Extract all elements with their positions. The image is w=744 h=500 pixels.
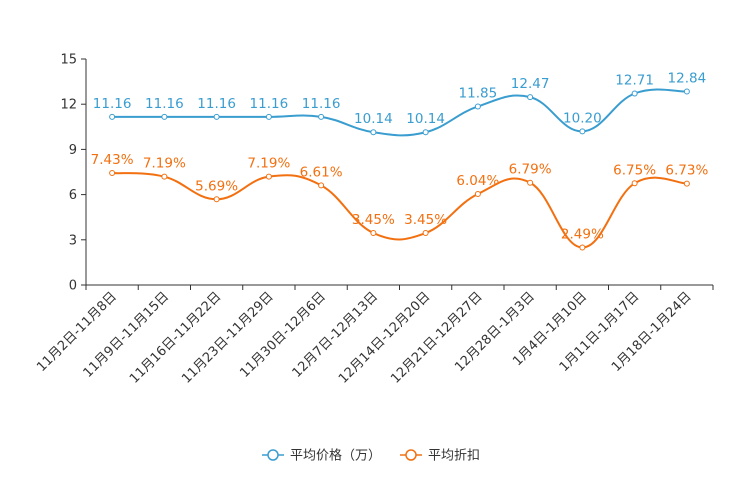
data-point — [318, 182, 325, 189]
data-point — [109, 170, 116, 177]
data-label: 11.16 — [302, 96, 341, 112]
data-label: 11.85 — [459, 85, 498, 101]
data-label: 11.16 — [250, 96, 289, 112]
series-1: 11.16 11.16 11.16 11.16 11.16 10.14 10.14 11.85… — [93, 71, 707, 137]
data-label: 6.73% — [665, 163, 708, 179]
y-tick-label: 9 — [69, 143, 77, 158]
data-label: 11.16 — [145, 96, 184, 112]
x-tick-label: 11月16日-11月22日 — [127, 289, 224, 386]
data-point — [474, 190, 481, 197]
data-label: 12.84 — [668, 71, 707, 87]
data-point — [579, 128, 586, 135]
data-label: 10.14 — [354, 111, 393, 127]
data-label: 11.16 — [93, 96, 132, 112]
data-label: 7.43% — [91, 152, 134, 168]
data-label: 2.49% — [561, 226, 604, 242]
data-point — [631, 90, 638, 97]
series-layer: 11.16 11.16 11.16 11.16 11.16 10.14 10.14 11.85… — [91, 71, 708, 251]
data-point — [474, 103, 481, 110]
y-tick-label: 0 — [69, 279, 77, 294]
data-point — [213, 113, 220, 120]
data-point — [265, 113, 272, 120]
data-label: 7.19% — [143, 156, 186, 172]
data-label: 11.16 — [197, 96, 236, 112]
data-point — [683, 88, 690, 95]
legend-marker — [405, 449, 417, 461]
data-point — [579, 244, 586, 251]
data-label: 6.75% — [613, 162, 656, 178]
legend-marker — [267, 449, 279, 461]
x-tick-label: 12月21日-12月27日 — [388, 289, 485, 386]
legend-item-1: 平均价格（万） — [262, 448, 381, 464]
data-label: 3.45% — [404, 212, 447, 228]
data-point — [370, 129, 377, 136]
data-point — [683, 180, 690, 187]
data-point — [161, 173, 168, 180]
data-point — [318, 113, 325, 120]
data-point — [422, 129, 429, 136]
legend-label: 平均折扣 — [428, 449, 480, 464]
data-label: 12.47 — [511, 76, 550, 92]
data-point — [109, 113, 116, 120]
data-label: 12.71 — [615, 73, 654, 89]
y-tick-label: 12 — [60, 98, 77, 113]
legend: 平均价格（万） 平均折扣 — [262, 448, 480, 464]
data-label: 6.79% — [509, 162, 552, 178]
y-tick-label: 15 — [60, 53, 77, 68]
series-2: 7.43% 7.19% 5.69% 7.19% 6.61% 3.45% 3.45% 6.04%… — [91, 152, 708, 251]
y-tick-label: 3 — [69, 233, 77, 248]
data-point — [527, 179, 534, 186]
data-point — [213, 196, 220, 203]
x-tick-label: 12月14日-12月20日 — [336, 289, 433, 386]
data-label: 5.69% — [195, 178, 238, 194]
x-tick-label: 11月23日-11月29日 — [179, 289, 276, 386]
data-label: 6.04% — [456, 173, 499, 189]
data-label: 7.19% — [247, 156, 290, 172]
data-point — [422, 230, 429, 237]
data-point — [161, 113, 168, 120]
data-label: 3.45% — [352, 212, 395, 228]
data-label: 10.14 — [406, 111, 445, 127]
y-tick-label: 6 — [69, 188, 77, 203]
data-point — [631, 180, 638, 187]
legend-item-2: 平均折扣 — [400, 449, 480, 464]
data-point — [265, 173, 272, 180]
data-label: 6.61% — [300, 164, 343, 180]
data-point — [527, 94, 534, 101]
legend-label: 平均价格（万） — [290, 448, 381, 464]
data-label: 10.20 — [563, 110, 602, 126]
data-point — [370, 230, 377, 237]
